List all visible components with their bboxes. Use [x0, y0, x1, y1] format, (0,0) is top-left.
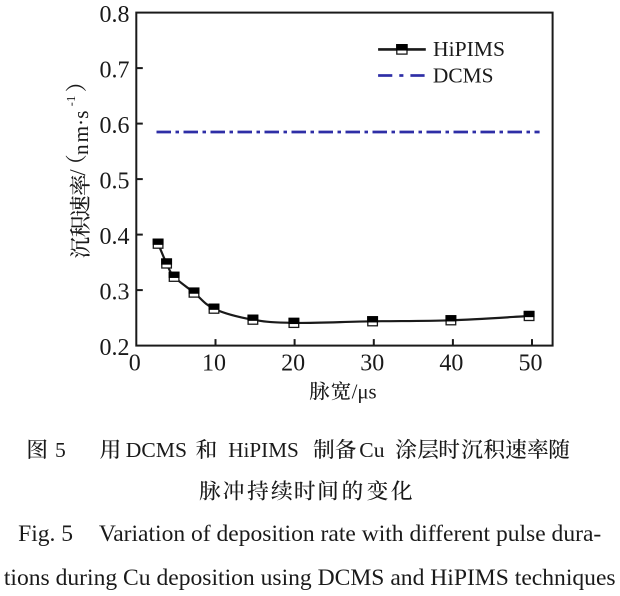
svg-text:Variation of deposition rate w: Variation of deposition rate with differ…	[99, 521, 601, 547]
svg-text:20: 20	[281, 351, 305, 377]
svg-text:DCMS: DCMS	[126, 438, 187, 462]
svg-text:0.4: 0.4	[100, 224, 130, 250]
svg-text:0.2: 0.2	[100, 335, 130, 361]
svg-text:0.6: 0.6	[100, 113, 130, 139]
svg-text:0: 0	[129, 351, 141, 377]
svg-text:0.5: 0.5	[100, 169, 130, 195]
svg-text:/μs: /μs	[352, 381, 377, 404]
svg-text:DCMS: DCMS	[433, 64, 494, 88]
svg-text:10: 10	[202, 351, 226, 377]
svg-text:HiPIMS: HiPIMS	[228, 438, 299, 462]
svg-text:tions during Cu deposition usi: tions during Cu deposition using DCMS an…	[4, 565, 616, 591]
svg-text:5: 5	[55, 438, 66, 462]
svg-text:30: 30	[360, 351, 384, 377]
svg-text:HiPIMS: HiPIMS	[433, 37, 505, 61]
svg-text:Fig. 5: Fig. 5	[18, 521, 73, 547]
svg-text:0.8: 0.8	[100, 2, 130, 28]
svg-text:40: 40	[439, 351, 463, 377]
svg-text:0.3: 0.3	[100, 280, 130, 306]
svg-text:Cu: Cu	[359, 438, 384, 462]
svg-text:0.7: 0.7	[100, 58, 130, 84]
svg-text:50: 50	[519, 351, 543, 377]
